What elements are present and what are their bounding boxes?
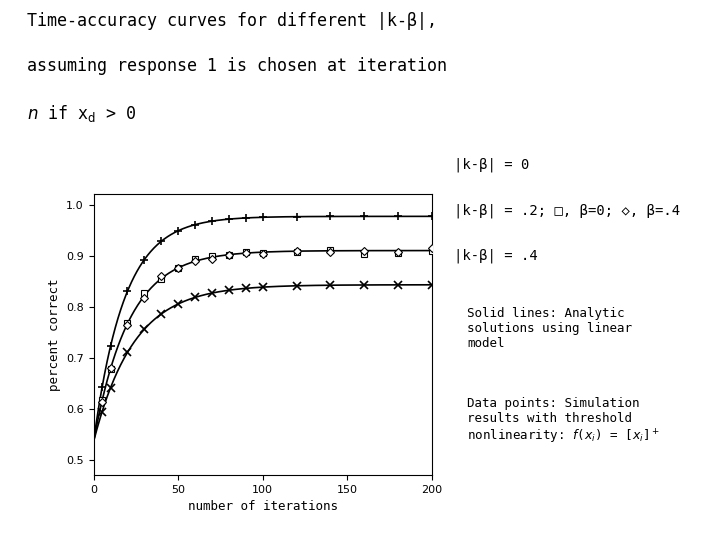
Text: Time-accuracy curves for different |k-β|,: Time-accuracy curves for different |k-β|… [27,12,437,30]
Text: |k-β| = 0: |k-β| = 0 [454,158,529,172]
X-axis label: number of iterations: number of iterations [188,501,338,514]
Text: Solid lines: Analytic
solutions using linear
model: Solid lines: Analytic solutions using li… [467,307,632,350]
Text: |k-β| = .2; □, β=0; ◇, β=.4: |k-β| = .2; □, β=0; ◇, β=.4 [454,203,680,218]
Y-axis label: percent correct: percent correct [48,279,60,391]
Text: assuming response 1 is chosen at iteration: assuming response 1 is chosen at iterati… [27,57,447,76]
Text: $\it{n}$ if x$_\mathrm{d}$ > 0: $\it{n}$ if x$_\mathrm{d}$ > 0 [27,103,137,124]
Text: Data points: Simulation
results with threshold
nonlinearity: $f$($x_i$) = [$x_i$: Data points: Simulation results with thr… [467,397,660,447]
Text: |k-β| = .4: |k-β| = .4 [454,248,537,263]
